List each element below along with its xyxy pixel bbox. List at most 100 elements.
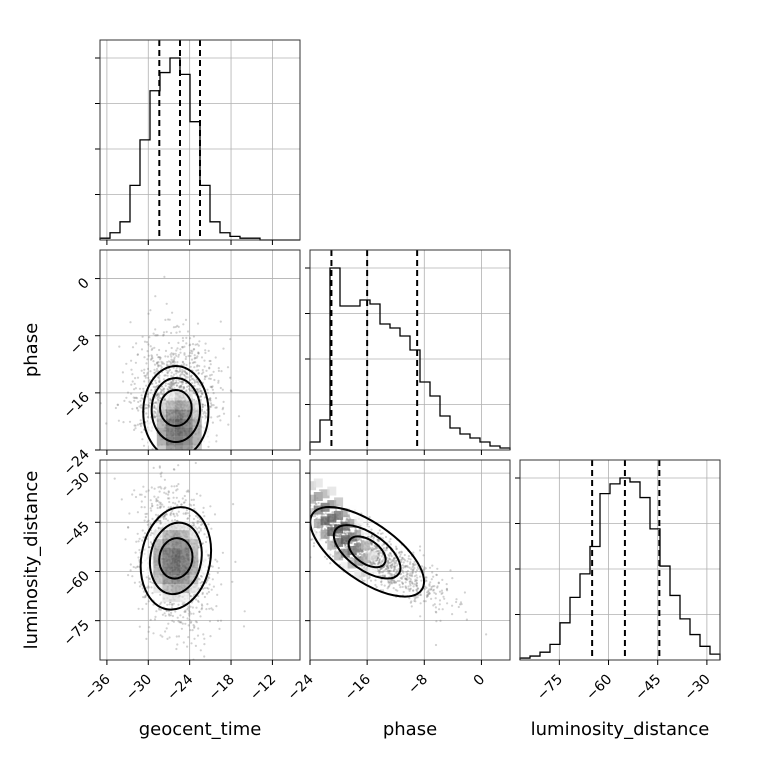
sample-point bbox=[153, 415, 156, 418]
sample-point bbox=[171, 509, 174, 512]
sample-point bbox=[181, 368, 184, 371]
sample-point bbox=[173, 515, 176, 518]
sample-point bbox=[144, 512, 147, 516]
sample-point bbox=[432, 589, 435, 592]
sample-point bbox=[198, 452, 200, 454]
sample-point bbox=[379, 551, 382, 554]
density-cell bbox=[174, 418, 184, 428]
contour-line bbox=[310, 505, 426, 598]
sample-point bbox=[156, 504, 159, 507]
density-cell bbox=[162, 584, 172, 594]
sample-point bbox=[203, 365, 206, 368]
sample-point bbox=[159, 527, 163, 530]
sample-point bbox=[195, 515, 198, 518]
sample-point bbox=[416, 566, 419, 569]
sample-point bbox=[404, 586, 407, 589]
sample-point bbox=[222, 406, 225, 409]
sample-point bbox=[147, 404, 150, 407]
sample-point bbox=[306, 514, 308, 516]
sample-point bbox=[199, 680, 201, 682]
density-cell bbox=[162, 539, 172, 549]
sample-point bbox=[219, 386, 222, 390]
sample-point bbox=[185, 342, 188, 345]
sample-point bbox=[153, 346, 156, 349]
sample-point bbox=[430, 587, 433, 591]
sample-point bbox=[373, 562, 376, 565]
sample-point bbox=[438, 590, 442, 593]
density-cell bbox=[171, 566, 181, 576]
sample-point bbox=[383, 584, 386, 587]
sample-point bbox=[317, 501, 320, 505]
sample-point bbox=[173, 373, 176, 376]
density-cell bbox=[162, 593, 172, 603]
sample-point bbox=[183, 345, 186, 348]
sample-point bbox=[420, 579, 423, 582]
sample-point bbox=[406, 578, 409, 581]
density-cell bbox=[189, 548, 199, 558]
sample-point bbox=[190, 358, 194, 361]
sample-point bbox=[209, 505, 212, 508]
sample-point bbox=[194, 356, 197, 359]
sample-point bbox=[392, 579, 396, 582]
sample-point bbox=[148, 336, 151, 339]
sample-point bbox=[385, 567, 388, 570]
sample-point bbox=[376, 568, 380, 572]
sample-point bbox=[179, 386, 182, 389]
sample-point bbox=[324, 512, 327, 515]
sample-point bbox=[150, 509, 153, 512]
sample-point bbox=[209, 385, 212, 388]
sample-point bbox=[159, 391, 162, 394]
sample-point bbox=[422, 554, 425, 557]
sample-point bbox=[191, 361, 194, 364]
sample-point bbox=[140, 348, 144, 351]
sample-point bbox=[370, 528, 373, 531]
sample-point bbox=[203, 515, 206, 518]
sample-point bbox=[180, 621, 183, 624]
sample-point bbox=[196, 364, 199, 367]
sample-point bbox=[164, 382, 167, 385]
sample-point bbox=[177, 371, 180, 374]
sample-point bbox=[156, 394, 159, 397]
sample-point bbox=[413, 599, 416, 603]
sample-point bbox=[133, 399, 136, 402]
density-cell bbox=[171, 557, 181, 567]
sample-point bbox=[201, 542, 205, 545]
sample-point bbox=[188, 344, 191, 347]
sample-point bbox=[181, 622, 184, 625]
sample-point bbox=[128, 512, 131, 515]
sample-point bbox=[151, 382, 154, 385]
sample-point bbox=[431, 585, 434, 588]
sample-point bbox=[193, 398, 196, 401]
sample-point bbox=[142, 536, 145, 539]
sample-point bbox=[206, 391, 209, 394]
sample-point bbox=[163, 515, 166, 518]
sample-point bbox=[212, 370, 215, 373]
sample-point bbox=[217, 367, 220, 370]
sample-point bbox=[143, 380, 146, 383]
sample-point bbox=[131, 346, 135, 349]
density-cell bbox=[183, 445, 193, 450]
sample-point bbox=[186, 517, 189, 520]
density-cell bbox=[153, 584, 163, 594]
sample-point bbox=[387, 553, 390, 556]
sample-point bbox=[203, 396, 206, 399]
sample-point bbox=[134, 387, 137, 390]
sample-point bbox=[327, 538, 330, 541]
sample-point bbox=[171, 619, 174, 622]
sample-point bbox=[242, 625, 246, 628]
sample-point bbox=[351, 557, 355, 561]
sample-point bbox=[412, 551, 415, 554]
sample-point bbox=[181, 361, 184, 364]
sample-point bbox=[422, 568, 425, 571]
sample-point bbox=[152, 632, 155, 635]
sample-point bbox=[156, 392, 160, 395]
density-cell bbox=[147, 436, 157, 446]
sample-point bbox=[170, 358, 173, 361]
sample-point bbox=[185, 372, 188, 375]
sample-point bbox=[387, 559, 390, 562]
sample-point bbox=[425, 594, 428, 597]
sample-point bbox=[387, 566, 390, 569]
sample-point bbox=[135, 342, 138, 345]
sample-point bbox=[412, 564, 415, 568]
sample-point bbox=[394, 571, 397, 575]
